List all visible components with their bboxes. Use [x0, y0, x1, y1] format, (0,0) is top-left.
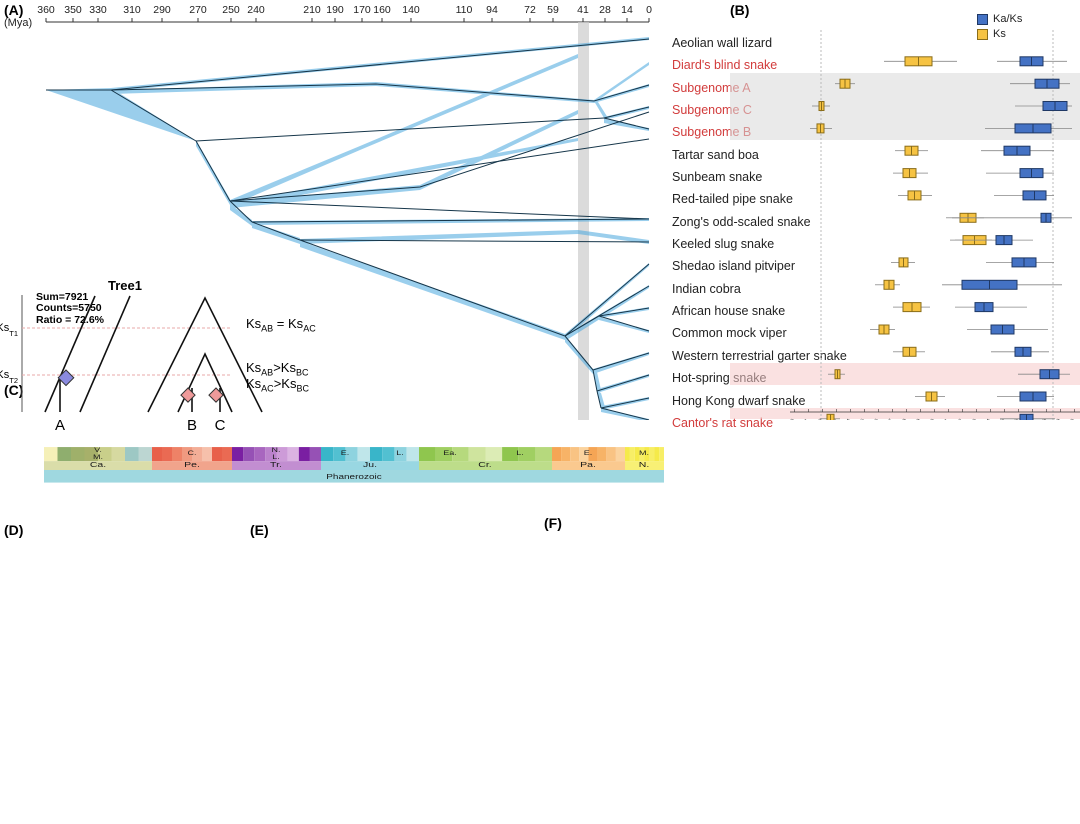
- svg-text:E.: E.: [584, 449, 593, 457]
- svg-text:KsT2: KsT2: [0, 369, 18, 385]
- svg-text:14: 14: [621, 4, 633, 16]
- svg-text:170: 170: [353, 4, 371, 16]
- svg-text:0.12: 0.12: [954, 418, 964, 420]
- svg-text:Pa.: Pa.: [580, 460, 596, 468]
- svg-text:190: 190: [326, 4, 344, 16]
- svg-text:Ca.: Ca.: [90, 460, 106, 468]
- svg-text:Cr.: Cr.: [478, 460, 491, 468]
- svg-text:160: 160: [373, 4, 391, 16]
- svg-text:290: 290: [153, 4, 171, 16]
- svg-text:Pe.: Pe.: [184, 460, 200, 468]
- svg-text:0.14: 0.14: [982, 418, 992, 420]
- svg-text:0.08: 0.08: [898, 418, 908, 420]
- svg-text:0: 0: [646, 4, 652, 16]
- svg-text:0.20: 0.20: [1066, 418, 1076, 420]
- svg-text:Tr.: Tr.: [270, 460, 282, 468]
- svg-text:0.05: 0.05: [856, 418, 866, 420]
- svg-text:110: 110: [456, 4, 473, 16]
- svg-text:L.: L.: [396, 449, 403, 457]
- svg-text:0.01: 0.01: [800, 418, 810, 420]
- svg-text:0.00: 0.00: [786, 418, 796, 420]
- svg-text:B: B: [187, 417, 197, 432]
- svg-text:0.10: 0.10: [926, 418, 936, 420]
- svg-text:250: 250: [222, 4, 240, 16]
- svg-text:140: 140: [402, 4, 420, 16]
- svg-text:Ea.: Ea.: [443, 449, 456, 457]
- svg-text:C.: C.: [188, 449, 197, 457]
- svg-text:N.: N.: [639, 460, 649, 468]
- svg-text:0.13: 0.13: [968, 418, 978, 420]
- svg-text:0.07: 0.07: [884, 418, 894, 420]
- svg-text:Phanerozoic: Phanerozoic: [326, 472, 382, 480]
- svg-text:59: 59: [547, 4, 559, 16]
- svg-text:330: 330: [89, 4, 107, 16]
- svg-text:270: 270: [189, 4, 207, 16]
- svg-text:M.: M.: [639, 449, 649, 457]
- svg-text:41: 41: [577, 4, 589, 16]
- svg-text:72: 72: [524, 4, 536, 16]
- svg-text:M.: M.: [93, 453, 103, 461]
- svg-text:0.09: 0.09: [912, 418, 922, 420]
- svg-text:0.11: 0.11: [940, 418, 950, 420]
- svg-text:Ju.: Ju.: [363, 460, 377, 468]
- svg-text:240: 240: [247, 4, 265, 16]
- svg-text:28: 28: [599, 4, 611, 16]
- svg-text:C: C: [215, 417, 226, 432]
- svg-text:0.06: 0.06: [870, 418, 880, 420]
- svg-text:210: 210: [303, 4, 321, 16]
- svg-text:KsT1: KsT1: [0, 322, 18, 338]
- svg-text:360: 360: [37, 4, 55, 16]
- svg-text:A: A: [55, 417, 65, 432]
- svg-text:E.: E.: [341, 449, 350, 457]
- svg-text:350: 350: [64, 4, 82, 16]
- svg-text:0.04: 0.04: [842, 418, 852, 420]
- svg-text:310: 310: [123, 4, 141, 16]
- svg-text:94: 94: [486, 4, 498, 16]
- svg-text:L.: L.: [516, 449, 523, 457]
- svg-text:L.: L.: [272, 453, 279, 461]
